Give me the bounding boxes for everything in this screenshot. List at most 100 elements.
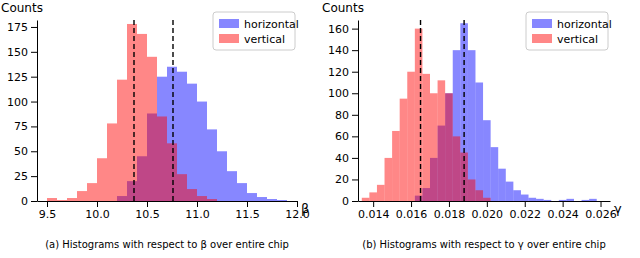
histogram-bar [559, 200, 567, 201]
x-tick: 0.022 [509, 201, 541, 221]
figure: 9.510.010.511.011.512.002550751001251501… [0, 0, 640, 258]
y-axis: 020406080100120140160 [328, 21, 359, 209]
histogram-bar [369, 192, 377, 201]
histogram-bar [117, 80, 127, 201]
y-tick-mark [31, 77, 37, 78]
x-tick-mark [297, 201, 298, 207]
y-tick-mark [352, 115, 358, 116]
y-tick: 40 [335, 152, 358, 165]
caption: (b) Histograms with respect to γ over en… [362, 239, 606, 250]
y-tick-mark [31, 52, 37, 53]
x-tick-label: 0.020 [472, 208, 504, 221]
x-tick-mark [601, 201, 602, 207]
y-tick-label: 150 [7, 46, 28, 59]
legend-label: horizontal [557, 18, 612, 31]
y-tick: 25 [14, 170, 37, 183]
y-tick-label: 40 [335, 152, 349, 165]
y-tick-label: 25 [14, 170, 28, 183]
histogram-bar [207, 199, 217, 201]
y-tick: 100 [328, 87, 358, 100]
histogram-bar [483, 198, 491, 201]
histogram-bar [177, 174, 187, 201]
mean-line [463, 20, 464, 201]
x-axis-title: γ [614, 201, 622, 216]
histogram-bar [167, 67, 177, 201]
histogram-bar [385, 158, 393, 201]
series [362, 29, 491, 201]
legend-item: horizontal [219, 18, 299, 31]
histogram-bar [521, 195, 529, 201]
histogram-bar [277, 200, 287, 201]
x-tick: 11.0 [185, 201, 210, 221]
x-tick: 0.014 [358, 201, 390, 221]
y-tick: 150 [7, 46, 37, 59]
histogram-bar [468, 179, 476, 201]
x-tick-mark [97, 201, 98, 207]
histogram-bar [187, 189, 197, 201]
x-axis-line [38, 201, 298, 202]
histogram-bar [574, 201, 582, 202]
histogram-bar [167, 143, 177, 201]
y-tick-label: 125 [7, 71, 28, 84]
x-axis: 9.510.010.511.011.512.0 [38, 201, 310, 221]
mean-line [420, 20, 421, 201]
y-tick-mark [352, 50, 358, 51]
x-tick-mark [197, 201, 198, 207]
legend-swatch [532, 19, 552, 28]
histogram-bar [529, 198, 537, 201]
legend-swatch [219, 34, 239, 43]
x-tick-label: 0.024 [547, 208, 579, 221]
y-tick-mark [31, 151, 37, 152]
histogram-bar [589, 199, 597, 201]
x-tick: 0.018 [434, 201, 466, 221]
x-axis-title: β [301, 201, 309, 216]
chart: 0.0140.0160.0180.0200.0220.0240.02602040… [322, 1, 622, 250]
histogram-bar [157, 116, 167, 201]
y-tick-mark [31, 176, 37, 177]
histogram-bar [582, 200, 590, 201]
histogram-bar [422, 74, 430, 201]
x-axis: 0.0140.0160.0180.0200.0220.0240.026 [358, 201, 617, 221]
y-axis-line [37, 21, 38, 202]
y-tick-mark [352, 201, 358, 202]
x-tick-label: 10.5 [135, 208, 160, 221]
y-tick-label: 80 [335, 109, 349, 122]
histogram-bar [475, 82, 483, 201]
y-tick: 175 [7, 21, 37, 34]
legend-item: vertical [219, 33, 285, 46]
x-axis-line [359, 201, 611, 202]
x-tick-label: 11.0 [185, 208, 210, 221]
y-tick-mark [352, 93, 358, 94]
y-tick-mark [352, 72, 358, 73]
y-tick: 75 [14, 120, 37, 133]
histogram-bar [536, 199, 544, 201]
y-tick-label: 60 [335, 130, 349, 143]
y-tick: 50 [14, 145, 37, 158]
histogram-bar [468, 50, 476, 201]
y-axis-title: Counts [322, 1, 364, 15]
y-tick-mark [352, 158, 358, 159]
mean-line [133, 20, 134, 201]
histogram-bar [483, 120, 491, 201]
histogram-bar [227, 171, 237, 201]
histogram-bar [87, 183, 97, 201]
y-tick-mark [352, 179, 358, 180]
x-tick-mark [373, 201, 374, 207]
legend: horizontal vertical [213, 12, 299, 50]
x-tick-mark [147, 201, 148, 207]
histogram-bar [187, 84, 197, 201]
x-tick-mark [563, 201, 564, 207]
histogram-bar [47, 198, 57, 201]
y-tick-label: 50 [14, 145, 28, 158]
legend-label: vertical [244, 33, 285, 46]
x-tick: 10.5 [135, 201, 160, 221]
x-tick-mark [411, 201, 412, 207]
histogram-bar [197, 102, 207, 201]
legend-item: vertical [532, 33, 598, 46]
x-tick: 0.020 [472, 201, 504, 221]
histogram-bar [237, 183, 247, 201]
y-tick: 160 [328, 23, 358, 36]
histogram-bar [506, 182, 514, 201]
histogram-bar [207, 129, 217, 201]
y-tick-label: 75 [14, 120, 28, 133]
